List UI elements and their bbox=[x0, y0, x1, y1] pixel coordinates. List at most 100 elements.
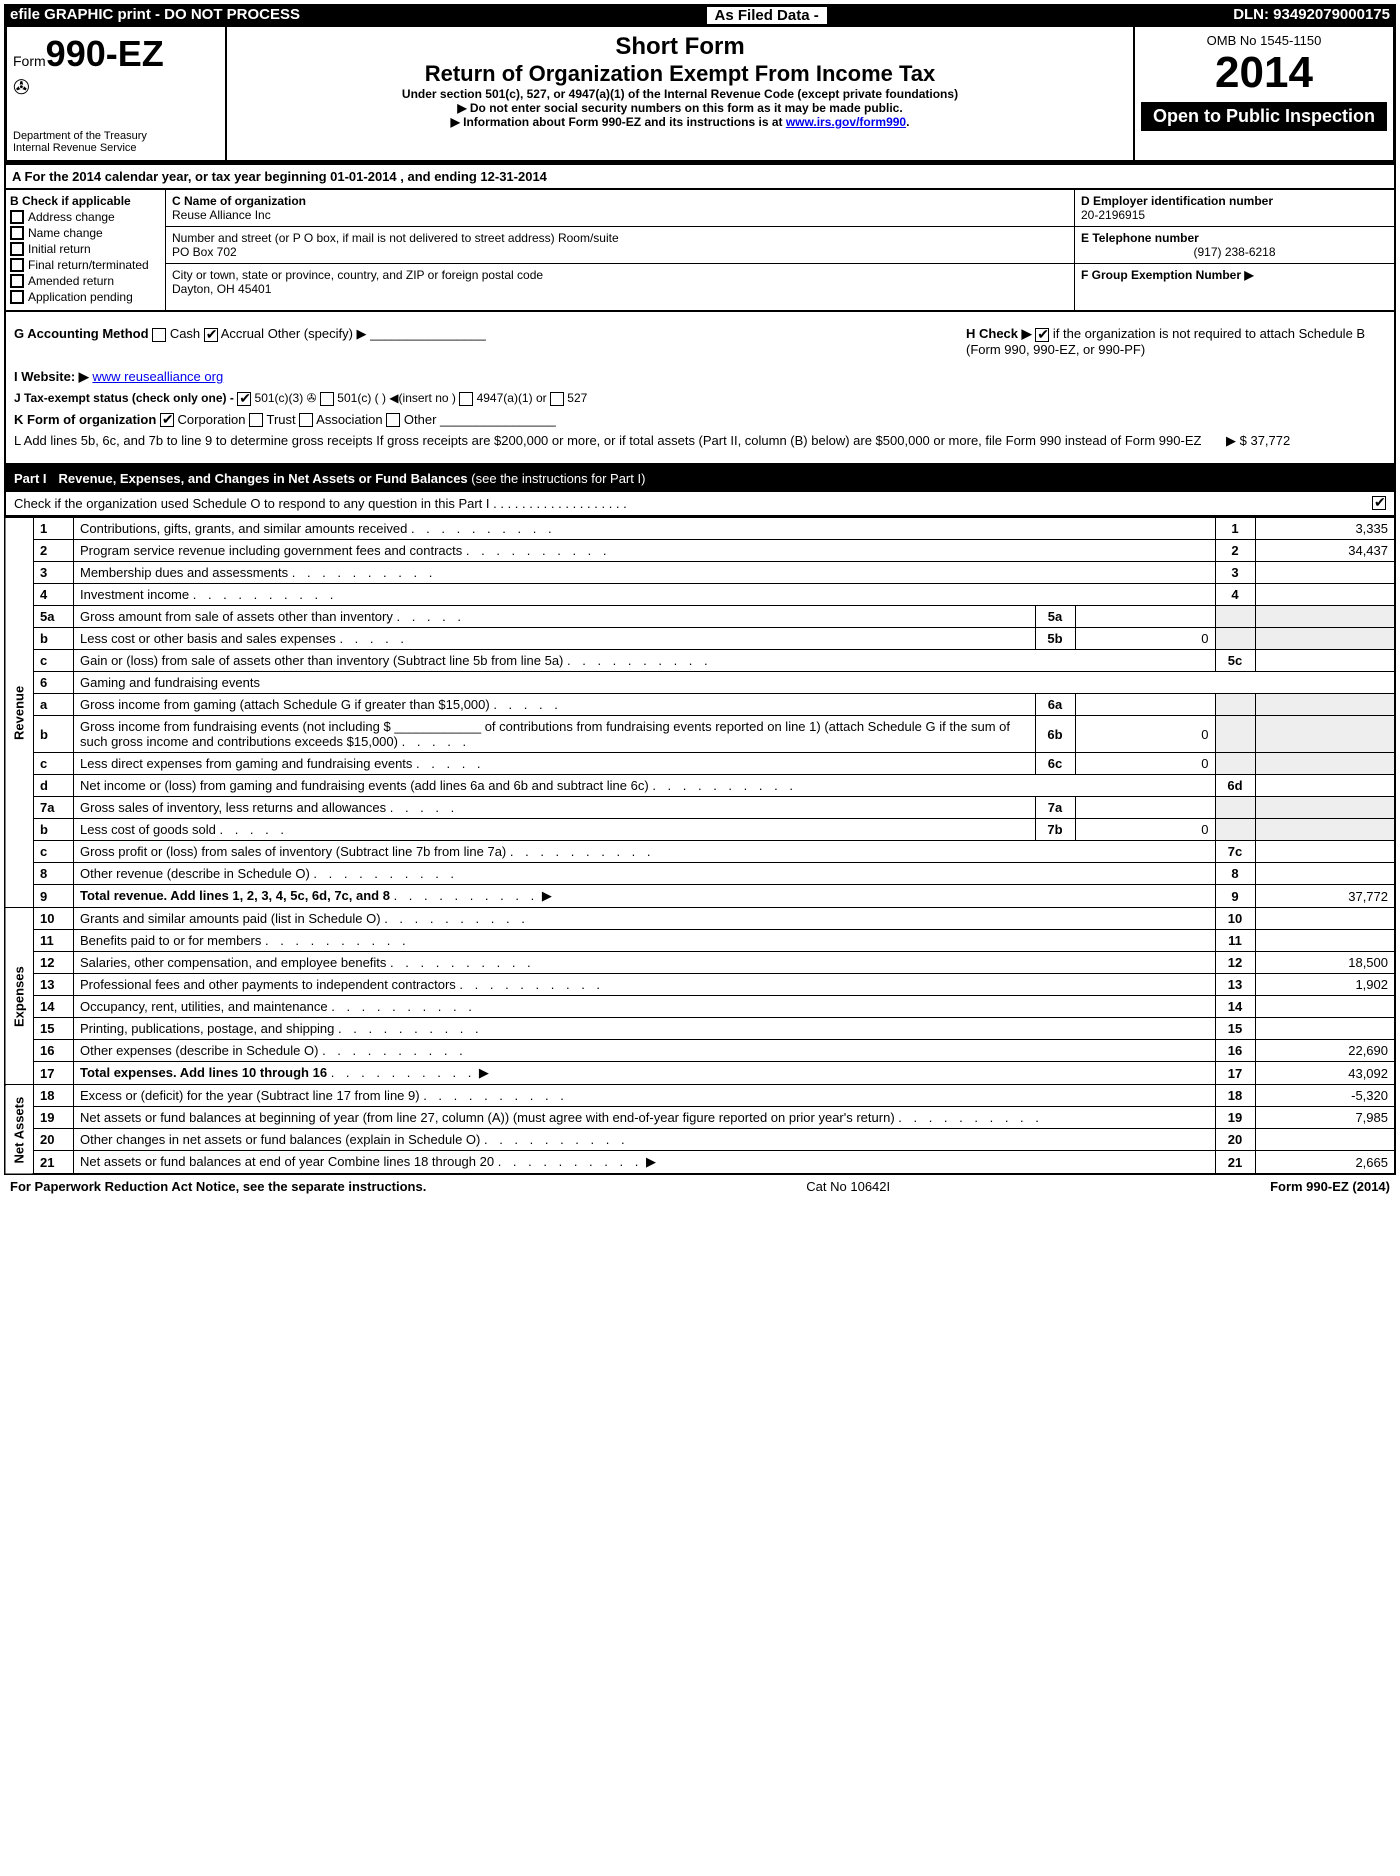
i-label: I Website: ▶ bbox=[14, 369, 89, 384]
amount bbox=[1255, 908, 1395, 930]
line-desc: Investment income . . . . . . . . . . bbox=[74, 584, 1216, 606]
table-row: Expenses10Grants and similar amounts pai… bbox=[5, 908, 1395, 930]
check-corp[interactable] bbox=[160, 413, 174, 427]
k2-label: Trust bbox=[266, 412, 295, 427]
table-row: 11Benefits paid to or for members . . . … bbox=[5, 930, 1395, 952]
inline-box-num: 6b bbox=[1035, 716, 1075, 753]
check-amended[interactable]: Amended return bbox=[10, 274, 161, 288]
line-desc: Gross income from gaming (attach Schedul… bbox=[74, 694, 1036, 716]
line-number: 21 bbox=[34, 1151, 74, 1175]
check-501c3[interactable] bbox=[237, 392, 251, 406]
line-number: d bbox=[34, 775, 74, 797]
grey-box bbox=[1215, 753, 1255, 775]
inline-box-num: 7b bbox=[1035, 819, 1075, 841]
line-desc: Benefits paid to or for members . . . . … bbox=[74, 930, 1216, 952]
line-number: 10 bbox=[34, 908, 74, 930]
check-application-pending[interactable]: Application pending bbox=[10, 290, 161, 304]
city-value: Dayton, OH 45401 bbox=[172, 282, 1068, 296]
line-number: 15 bbox=[34, 1018, 74, 1040]
box-num: 6d bbox=[1215, 775, 1255, 797]
line-number: 5a bbox=[34, 606, 74, 628]
box-num: 10 bbox=[1215, 908, 1255, 930]
part1-label: Part I bbox=[14, 471, 47, 486]
l-amt: 37,772 bbox=[1250, 433, 1290, 448]
table-row: 8Other revenue (describe in Schedule O) … bbox=[5, 863, 1395, 885]
line-number: 14 bbox=[34, 996, 74, 1018]
table-row: 2Program service revenue including gover… bbox=[5, 540, 1395, 562]
check-trust[interactable] bbox=[249, 413, 263, 427]
amount: 2,665 bbox=[1255, 1151, 1395, 1175]
check-h[interactable] bbox=[1035, 328, 1049, 342]
grey-amt bbox=[1255, 797, 1395, 819]
col-d: D Employer identification number 20-2196… bbox=[1074, 190, 1394, 310]
line-desc: Net assets or fund balances at beginning… bbox=[74, 1107, 1216, 1129]
line-number: 1 bbox=[34, 518, 74, 540]
table-row: bLess cost or other basis and sales expe… bbox=[5, 628, 1395, 650]
ein-label: D Employer identification number bbox=[1081, 194, 1388, 208]
j1-label: 501(c)(3) bbox=[255, 391, 304, 405]
line-number: 19 bbox=[34, 1107, 74, 1129]
box-num: 19 bbox=[1215, 1107, 1255, 1129]
inline-amt: 0 bbox=[1075, 819, 1215, 841]
dept-irs: Internal Revenue Service bbox=[13, 142, 219, 154]
amount bbox=[1255, 863, 1395, 885]
middle-block: G Accounting Method Cash Accrual Other (… bbox=[4, 312, 1396, 465]
line-desc: Net income or (loss) from gaming and fun… bbox=[74, 775, 1216, 797]
check-assoc[interactable] bbox=[299, 413, 313, 427]
grey-amt bbox=[1255, 606, 1395, 628]
check-accrual[interactable] bbox=[204, 328, 218, 342]
accrual-label: Accrual bbox=[221, 326, 264, 341]
check-final-return[interactable]: Final return/terminated bbox=[10, 258, 161, 272]
table-row: 20Other changes in net assets or fund ba… bbox=[5, 1129, 1395, 1151]
j-label: J Tax-exempt status (check only one) - bbox=[14, 391, 234, 405]
table-row: Net Assets18Excess or (deficit) for the … bbox=[5, 1085, 1395, 1107]
website-link[interactable]: www reusealliance org bbox=[92, 369, 223, 384]
box-num: 3 bbox=[1215, 562, 1255, 584]
line-number: b bbox=[34, 628, 74, 650]
j3-label: 4947(a)(1) or bbox=[477, 391, 547, 405]
inline-box-num: 6a bbox=[1035, 694, 1075, 716]
line-number: 9 bbox=[34, 885, 74, 908]
part1-header: Part I Revenue, Expenses, and Changes in… bbox=[4, 465, 1396, 492]
check-4947[interactable] bbox=[459, 392, 473, 406]
irs-link[interactable]: www.irs.gov/form990 bbox=[786, 115, 906, 129]
inline-amt bbox=[1075, 797, 1215, 819]
box-num: 11 bbox=[1215, 930, 1255, 952]
amount bbox=[1255, 650, 1395, 672]
check-address-change[interactable]: Address change bbox=[10, 210, 161, 224]
amount: -5,320 bbox=[1255, 1085, 1395, 1107]
check-schedule-o[interactable] bbox=[1372, 496, 1386, 510]
line-i: I Website: ▶ www reusealliance org bbox=[14, 369, 1386, 385]
amount: 1,902 bbox=[1255, 974, 1395, 996]
omb-number: OMB No 1545-1150 bbox=[1141, 33, 1387, 48]
check-501c[interactable] bbox=[320, 392, 334, 406]
col-b: B Check if applicable Address change Nam… bbox=[6, 190, 166, 310]
form-number-big: 990-EZ bbox=[46, 33, 164, 74]
info-grid: B Check if applicable Address change Nam… bbox=[4, 190, 1396, 312]
check-other-org[interactable] bbox=[386, 413, 400, 427]
check-name-change[interactable]: Name change bbox=[10, 226, 161, 240]
check-527[interactable] bbox=[550, 392, 564, 406]
line-desc: Other expenses (describe in Schedule O) … bbox=[74, 1040, 1216, 1062]
open-inspection: Open to Public Inspection bbox=[1141, 102, 1387, 131]
amount bbox=[1255, 1129, 1395, 1151]
grey-amt bbox=[1255, 753, 1395, 775]
line-number: 4 bbox=[34, 584, 74, 606]
amount bbox=[1255, 996, 1395, 1018]
check-cash[interactable] bbox=[152, 328, 166, 342]
check-initial-return[interactable]: Initial return bbox=[10, 242, 161, 256]
k1-label: Corporation bbox=[178, 412, 246, 427]
box-num: 18 bbox=[1215, 1085, 1255, 1107]
amount: 43,092 bbox=[1255, 1062, 1395, 1085]
grey-box bbox=[1215, 694, 1255, 716]
line-h: H Check ▶ if the organization is not req… bbox=[966, 326, 1386, 357]
line-desc: Total expenses. Add lines 10 through 16 … bbox=[74, 1062, 1216, 1085]
group-row: F Group Exemption Number ▶ bbox=[1075, 264, 1394, 286]
top-right-text: DLN: 93492079000175 bbox=[1233, 6, 1390, 25]
table-row: Revenue1Contributions, gifts, grants, an… bbox=[5, 518, 1395, 540]
amount: 34,437 bbox=[1255, 540, 1395, 562]
line-number: 3 bbox=[34, 562, 74, 584]
section-label: Expenses bbox=[5, 908, 34, 1085]
line-desc: Less direct expenses from gaming and fun… bbox=[74, 753, 1036, 775]
line-desc: Occupancy, rent, utilities, and maintena… bbox=[74, 996, 1216, 1018]
